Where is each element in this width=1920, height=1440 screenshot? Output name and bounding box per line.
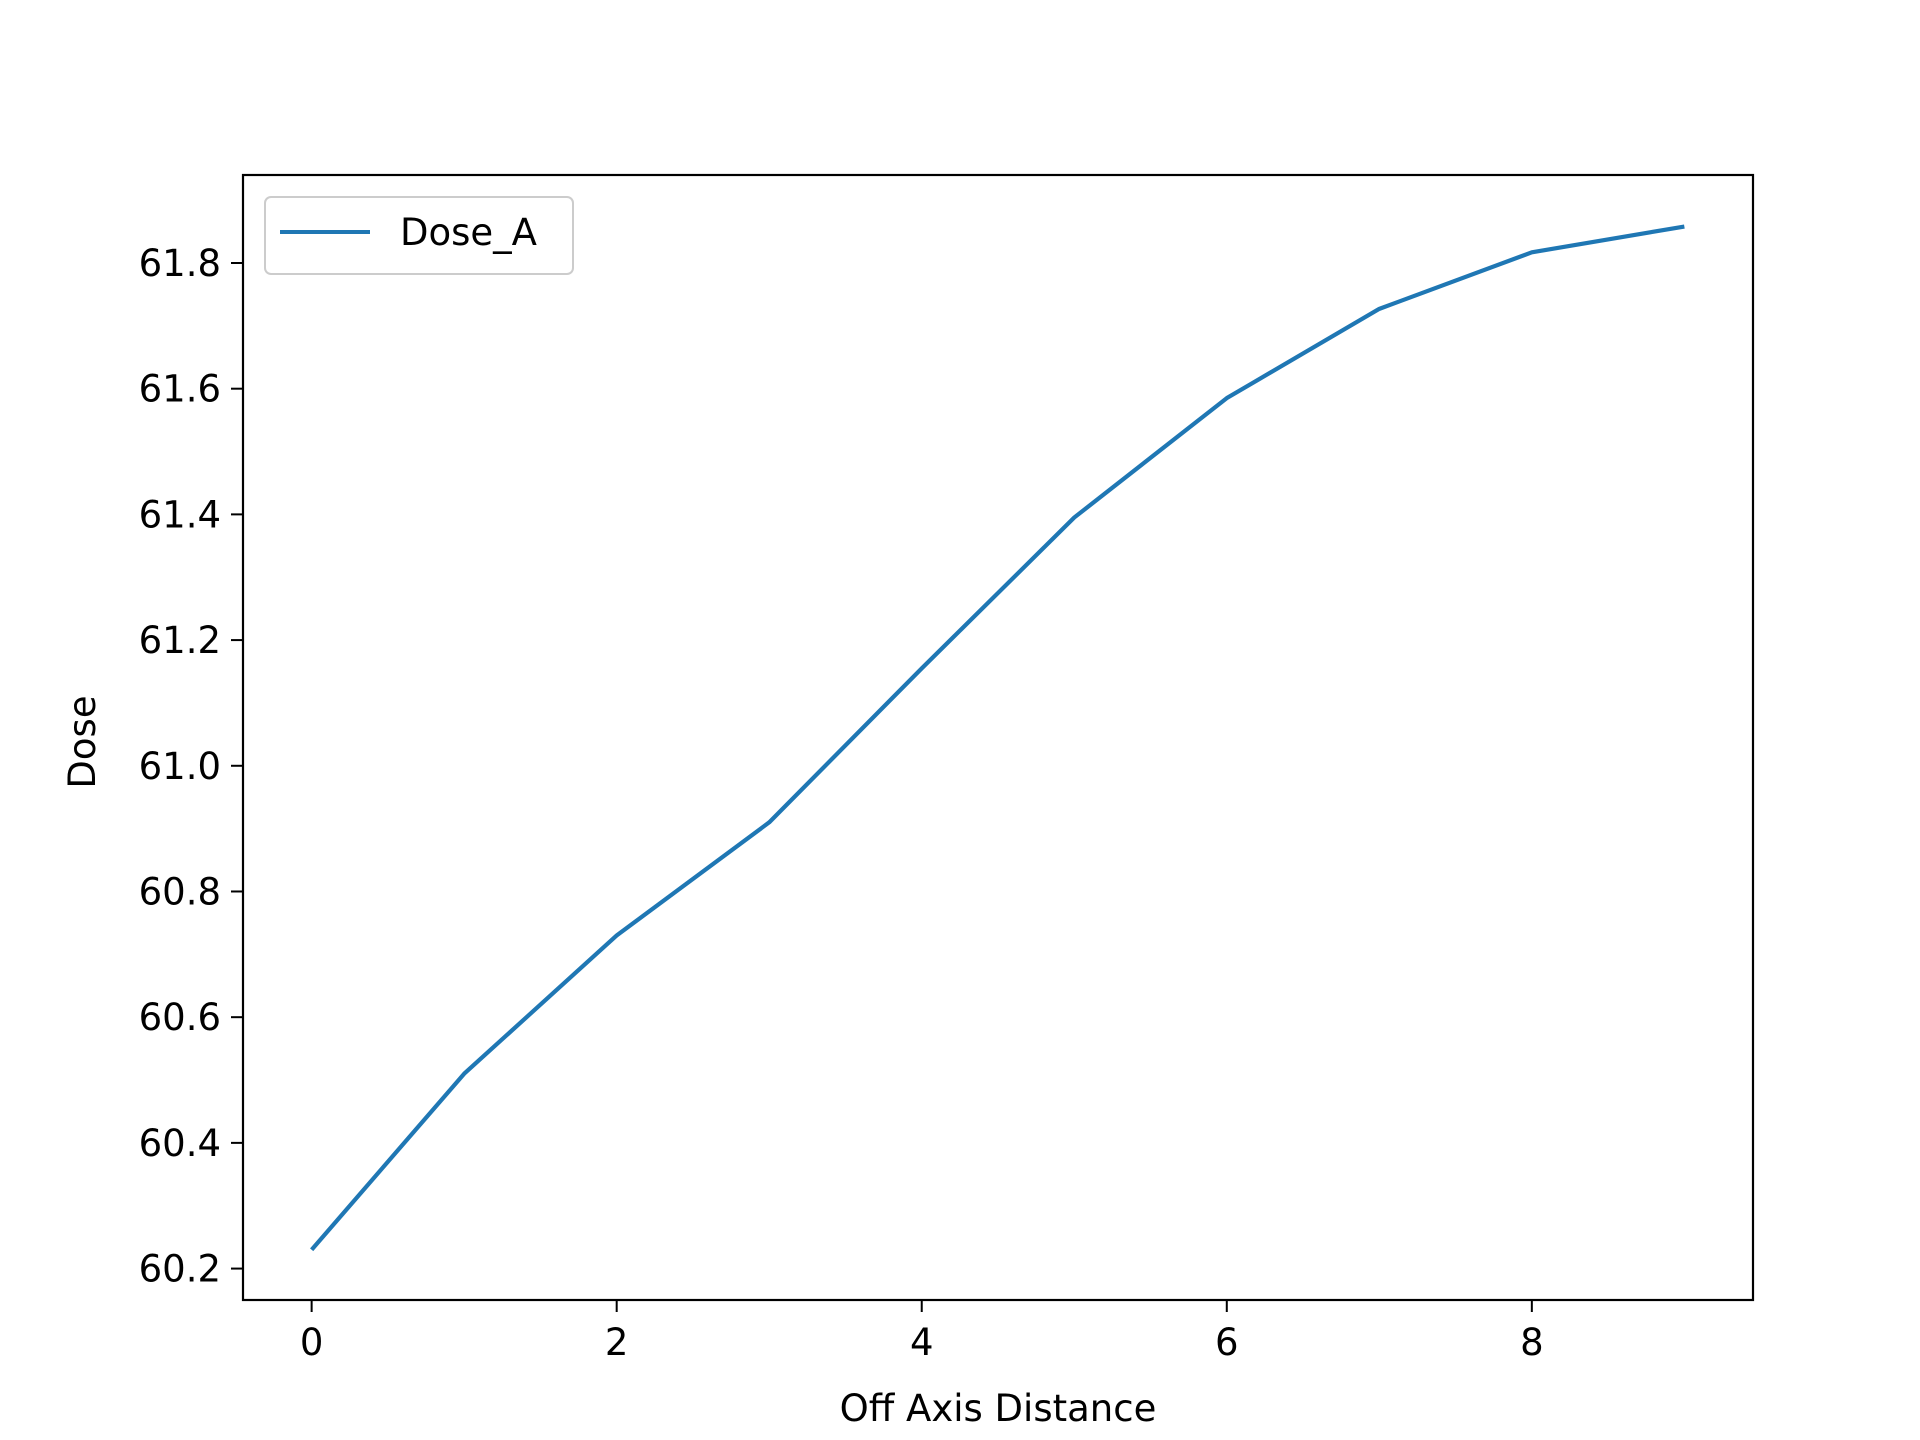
series-layer [310,224,1685,1252]
legend: Dose_A [264,196,574,275]
y-tick-label: 60.6 [139,996,221,1039]
x-axis-ticks: 0 2 4 6 8 [300,1300,1544,1364]
plot-area: 0 2 4 6 8 60.2 60.4 60.6 60.8 61.0 61.2 61.4 61.6 61… [139,173,1755,1364]
y-tick-label: 61.6 [139,368,221,411]
legend-box [264,196,574,275]
y-tick-label: 61.0 [139,745,221,788]
x-tick-label: 4 [910,1321,934,1364]
x-tick-label: 2 [605,1321,629,1364]
y-tick-label: 60.2 [139,1248,221,1291]
x-tick-label: 8 [1520,1321,1544,1364]
y-axis-title: Dose [61,695,104,788]
x-tick-label: 6 [1215,1321,1239,1364]
series-line-0 [310,224,1685,1252]
y-tick-label: 61.4 [139,493,221,536]
y-tick-label: 61.2 [139,619,221,662]
y-axis-ticks: 60.2 60.4 60.6 60.8 61.0 61.2 61.4 61.6 61.8 [139,242,243,1291]
legend-label-dose-a: Dose_A [400,211,537,254]
y-tick-label: 61.8 [139,242,221,285]
y-tick-label: 60.4 [139,1122,221,1165]
x-axis-title: Off Axis Distance [840,1387,1157,1430]
axes-frame [241,173,1755,1302]
x-tick-label: 0 [300,1321,324,1364]
y-tick-label: 60.8 [139,870,221,913]
